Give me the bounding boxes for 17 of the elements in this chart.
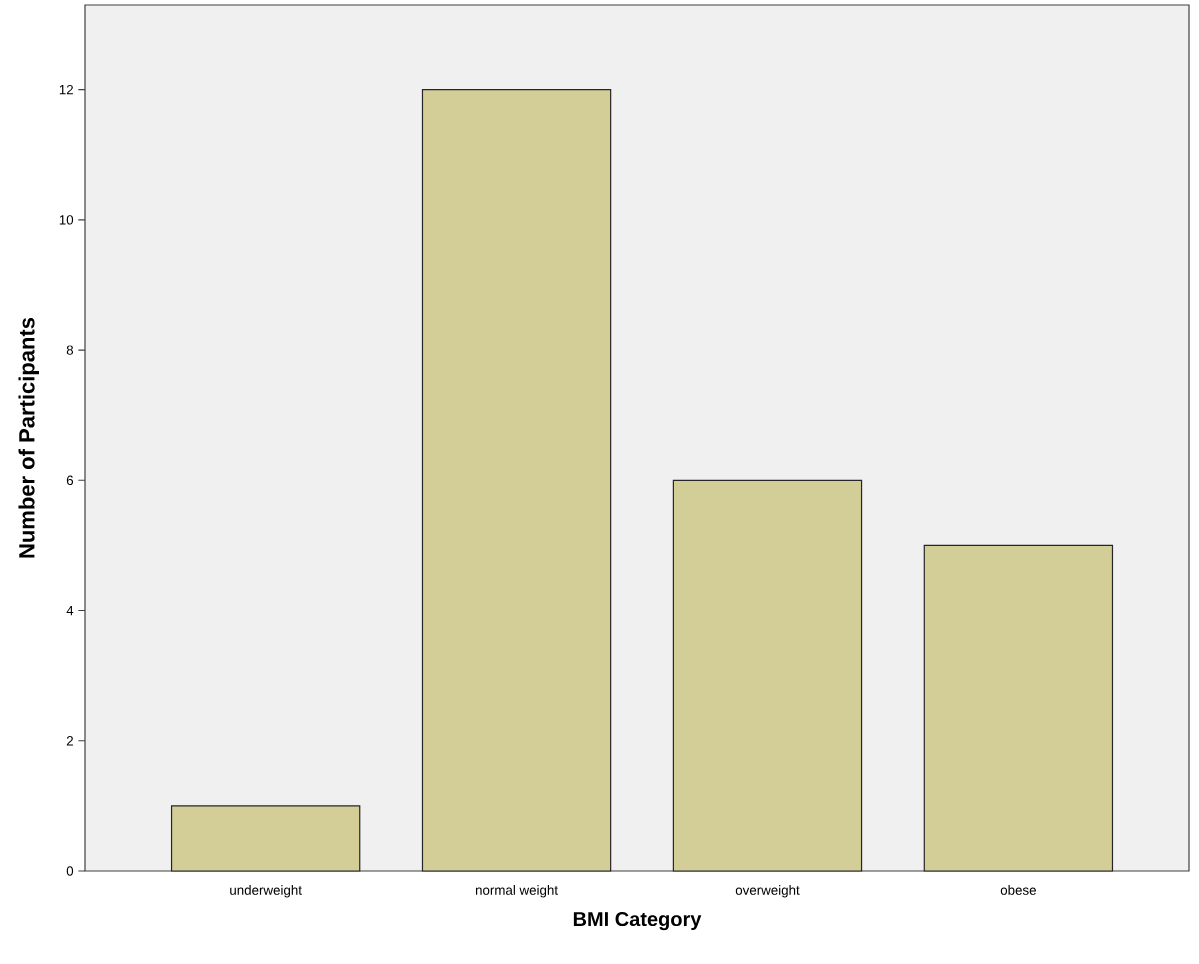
y-tick-label: 8 xyxy=(66,345,74,355)
bar xyxy=(672,479,863,872)
y-tick-label: 6 xyxy=(66,475,74,486)
x-tick-label: obese xyxy=(1000,885,1036,895)
bar xyxy=(923,544,1114,872)
bar xyxy=(170,805,361,872)
y-tick-label: 12 xyxy=(59,84,73,95)
y-tick-label: 0 xyxy=(66,866,74,876)
y-tick-label: 4 xyxy=(66,605,74,616)
bar xyxy=(421,89,612,872)
x-tick-label: normal weight xyxy=(475,885,558,898)
x-axis-title: BMI Category xyxy=(573,911,702,931)
x-tick-label: underweight xyxy=(230,885,302,898)
y-axis-title: Number of Participants xyxy=(18,317,39,558)
y-tick-label: 2 xyxy=(66,736,73,746)
y-tick-label: 10 xyxy=(59,215,74,225)
x-tick-label: overweight xyxy=(735,885,800,898)
